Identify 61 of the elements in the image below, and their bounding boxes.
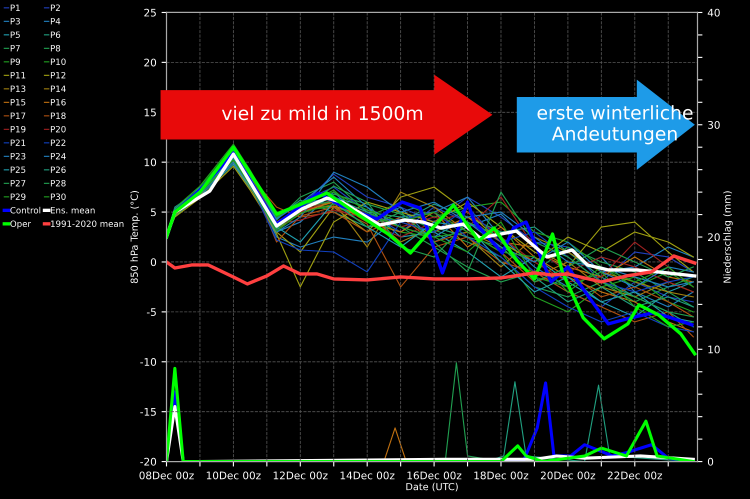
legend-label: P20	[50, 126, 66, 132]
y-tick-label: 15	[144, 108, 156, 116]
y-tick-label: -15	[140, 408, 156, 416]
y-axis-title: 850 hPa Temp. (°C)	[130, 191, 140, 284]
legend-label: P10	[50, 58, 66, 65]
legend-label: P5	[10, 32, 20, 38]
x-tick-label: 18Dec 00z	[474, 471, 528, 480]
x-tick-label: 08Dec 00z	[139, 471, 194, 480]
y2-tick-label: 20	[708, 233, 720, 242]
legend-label: P19	[10, 126, 26, 132]
legend-label: P30	[50, 193, 66, 200]
legend-label: P4	[50, 18, 60, 24]
x-tick-label: 16Dec 00z	[408, 471, 462, 480]
legend-label: P24	[50, 152, 66, 160]
legend-label: P6	[50, 31, 60, 38]
legend-label: P9	[10, 58, 20, 65]
legend-label: 1991-2020 mean	[51, 220, 124, 227]
y-tick-label: -5	[146, 308, 156, 316]
legend-label: P14	[50, 86, 66, 92]
legend-label: P8	[50, 44, 60, 52]
legend-label: P15	[10, 99, 26, 106]
legend-label: P18	[50, 112, 66, 119]
legend-label: P7	[10, 45, 20, 52]
y-tick-label: -20	[140, 458, 156, 466]
legend-label: P16	[50, 98, 66, 106]
y2-tick-label: 10	[708, 346, 720, 354]
legend-label: P13	[10, 85, 26, 92]
legend-label: P23	[10, 152, 26, 160]
legend-label: Oper	[10, 220, 31, 229]
y-tick-label: 10	[144, 158, 156, 166]
legend-label: Control	[10, 206, 40, 214]
legend-label: P21	[10, 139, 26, 146]
y-tick-label: 0	[150, 258, 156, 266]
legend-label: P22	[50, 139, 66, 146]
legend-label: P11	[10, 72, 26, 78]
y2-tick-label: 40	[708, 8, 720, 17]
x-tick-label: 20Dec 00z	[540, 471, 596, 480]
legend-label: P29	[10, 193, 26, 200]
legend-label: P17	[10, 112, 26, 119]
legend-label: P25	[10, 166, 26, 173]
x-axis-title: Date (UTC)	[406, 482, 458, 492]
legend-label: P12	[50, 72, 66, 78]
legend-label: P3	[10, 18, 20, 24]
annotation: viel zu mild in 1500m	[222, 106, 422, 120]
legend-label: P28	[50, 180, 66, 186]
y2-tick-label: 30	[708, 120, 720, 129]
legend-label: Ens. mean	[50, 207, 95, 214]
x-tick-label: 12Dec 00z	[274, 471, 328, 480]
x-tick-label: 10Dec 00z	[206, 471, 261, 480]
legend-label: P2	[50, 4, 60, 11]
y-tick-label: 25	[144, 8, 156, 17]
y-tick-label: -10	[140, 358, 156, 366]
y-tick-label: 20	[144, 58, 156, 66]
y-tick-label: 5	[150, 208, 156, 216]
x-tick-label: 14Dec 00z	[340, 471, 394, 480]
legend-label: P1	[10, 4, 20, 11]
legend-label: P26	[50, 166, 66, 173]
y2-axis-title: Niederschlag (mm)	[723, 191, 733, 283]
y2-tick-label: 0	[708, 458, 714, 466]
legend-label: P27	[10, 180, 26, 186]
x-tick-label: 22Dec 00z	[608, 471, 662, 480]
